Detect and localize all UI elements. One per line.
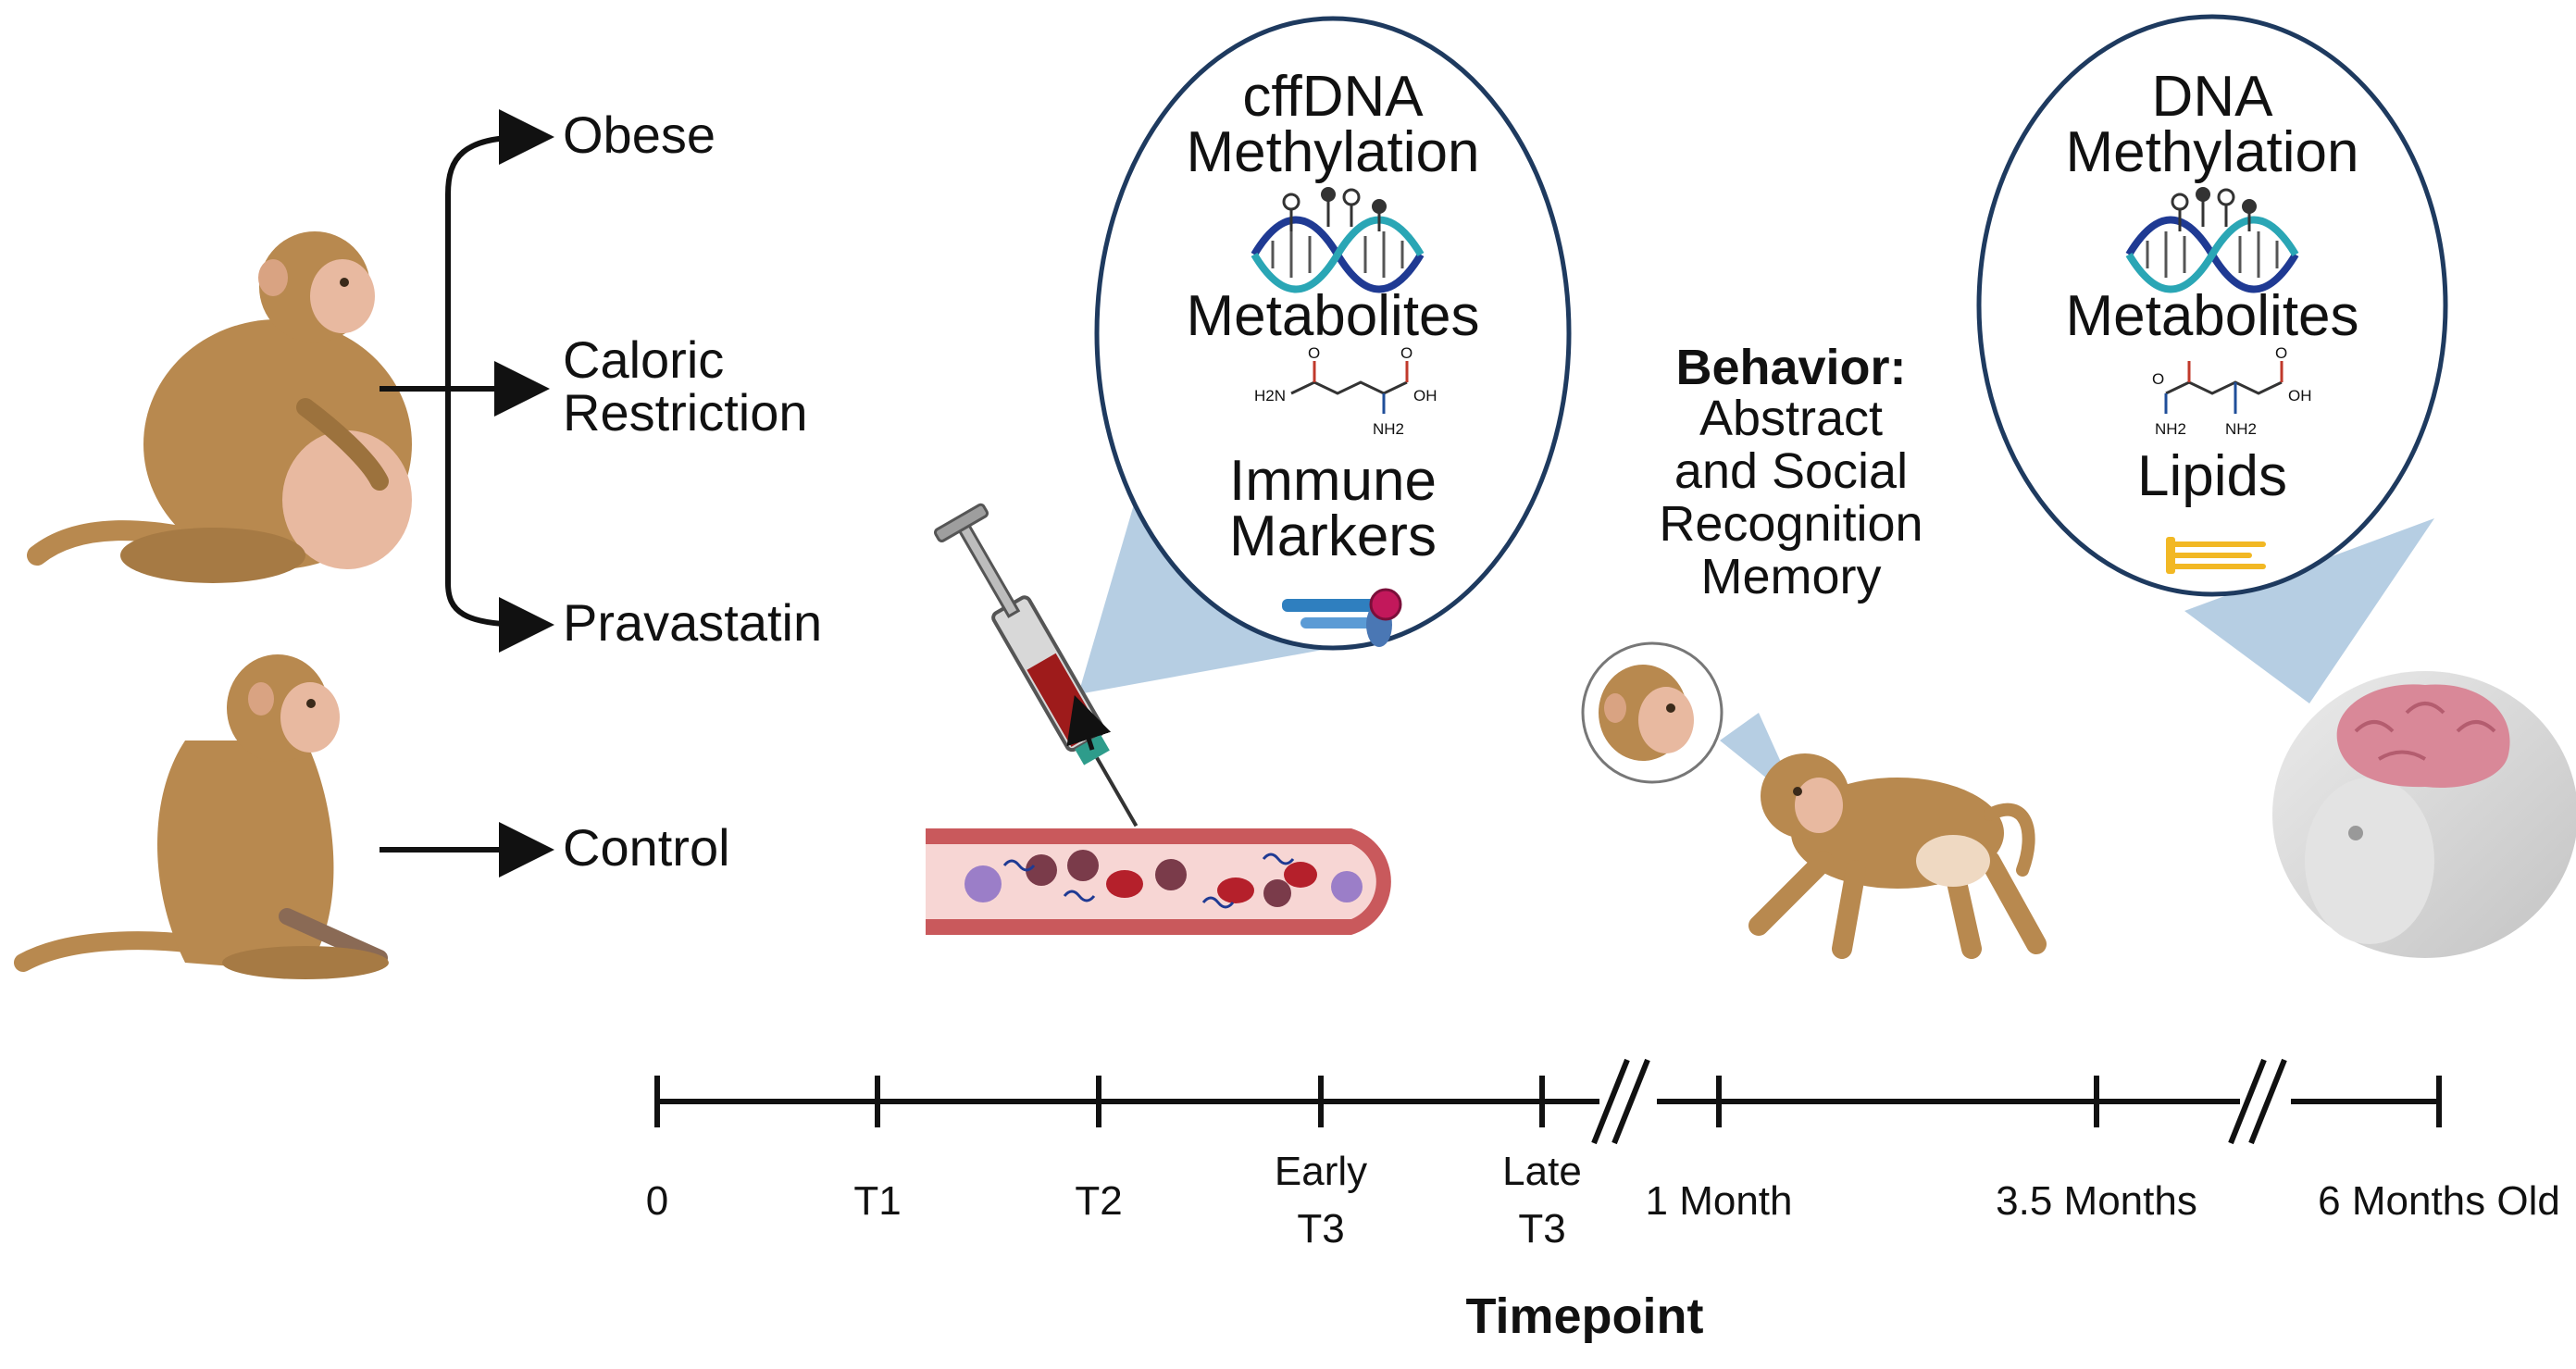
- timeline-tick-label: T1: [853, 1178, 901, 1224]
- timeline-tick-label: Early: [1275, 1149, 1367, 1194]
- blood-vessel-illustration: [926, 828, 1391, 935]
- chem-label-nh2: NH2: [1373, 420, 1404, 438]
- group-label-caloric-line2: Restriction: [563, 383, 808, 442]
- dna-methylation-icon: [1251, 187, 1425, 293]
- timeline-tick-label-line2: T3: [1297, 1206, 1344, 1251]
- timeline-ticks: [654, 1058, 2442, 1145]
- lipid-icon: [2166, 537, 2266, 574]
- timeline-tick-label: 6 Months Old: [2318, 1178, 2560, 1224]
- chem-label-nh2-b: NH2: [2225, 420, 2257, 438]
- group-label-obese: Obese: [563, 106, 716, 164]
- timeline-break-mark: [1612, 1058, 1650, 1145]
- blood-bubble-line1: cffDNA: [1242, 65, 1424, 129]
- chem-label-o2: O: [2275, 344, 2287, 362]
- behavior-line1: Abstract: [1699, 391, 1883, 446]
- monkey-face-icon: [1599, 665, 1694, 761]
- brain-bubble-line1: DNA: [2152, 65, 2274, 129]
- branch-bracket: [445, 134, 529, 628]
- timeline-tick-label: Late: [1502, 1149, 1582, 1194]
- immune-receptor-icon: [1282, 588, 1402, 647]
- group-branch-arrows: [380, 109, 554, 877]
- timeline-break-mark: [2248, 1058, 2287, 1145]
- timeline-labels: 0 T1 T2 Early T3 Late T3 1 Month 3.5 Months 6 Mon…: [646, 1149, 2560, 1251]
- chem-label-o1: O: [1308, 344, 1320, 362]
- blood-bubble: [1094, 16, 1572, 651]
- metabolite-structure-icon: H2N OH NH2 O O: [1254, 344, 1437, 438]
- behavior-line4: Memory: [1700, 549, 1881, 604]
- timeline-tick-label-line2: T3: [1518, 1206, 1565, 1251]
- brain-bubble-metabolites: Metabolites: [2065, 284, 2358, 348]
- timeline-tick-label: T2: [1075, 1178, 1122, 1224]
- control-monkey-illustration: [14, 654, 389, 979]
- timeline-axis-label: Timepoint: [1465, 1288, 1703, 1344]
- timeline-break-mark: [1591, 1058, 1630, 1145]
- blood-bubble-metabolites: Metabolites: [1186, 284, 1479, 348]
- timeline-break-mark: [2228, 1058, 2267, 1145]
- juvenile-monkey-illustration: [1748, 753, 2047, 959]
- timeline-tick-label: 3.5 Months: [1996, 1178, 2197, 1224]
- chem-label-o1: O: [2152, 370, 2164, 388]
- timeline-tick-label: 1 Month: [1646, 1178, 1793, 1224]
- blood-draw-arrow: [1066, 694, 1112, 751]
- brain-bubble: [1976, 14, 2448, 597]
- group-label-control: Control: [563, 818, 730, 877]
- chem-label-oh: OH: [1413, 387, 1437, 404]
- blood-bubble-immune-line2: Markers: [1229, 504, 1437, 568]
- obese-monkey-illustration: [27, 231, 412, 583]
- brain-bubble-line2: Methylation: [2065, 120, 2358, 184]
- group-label-pravastatin: Pravastatin: [563, 593, 822, 652]
- behavior-title: Behavior:: [1675, 340, 1906, 395]
- dna-methylation-icon-brain: [2125, 187, 2299, 293]
- chem-label-oh: OH: [2288, 387, 2312, 404]
- brain-bubble-lipids: Lipids: [2137, 444, 2287, 508]
- metabolite-structure-icon-brain: NH2 NH2 OH O O: [2152, 344, 2312, 438]
- timeline-tick-label: 0: [646, 1178, 668, 1224]
- behavior-line3: Recognition: [1659, 496, 1923, 552]
- chem-label-h2n: H2N: [1254, 387, 1286, 404]
- chem-label-o2: O: [1400, 344, 1412, 362]
- chem-label-nh2-a: NH2: [2155, 420, 2186, 438]
- behavior-line2: and Social: [1674, 443, 1908, 499]
- group-label-caloric-line1: Caloric: [563, 330, 724, 389]
- blood-bubble-immune-line1: Immune: [1229, 449, 1437, 513]
- brain-callout-wedge: [2184, 518, 2434, 703]
- blood-bubble-line2: Methylation: [1186, 120, 1479, 184]
- monkey-head-brain-illustration: [2272, 671, 2576, 958]
